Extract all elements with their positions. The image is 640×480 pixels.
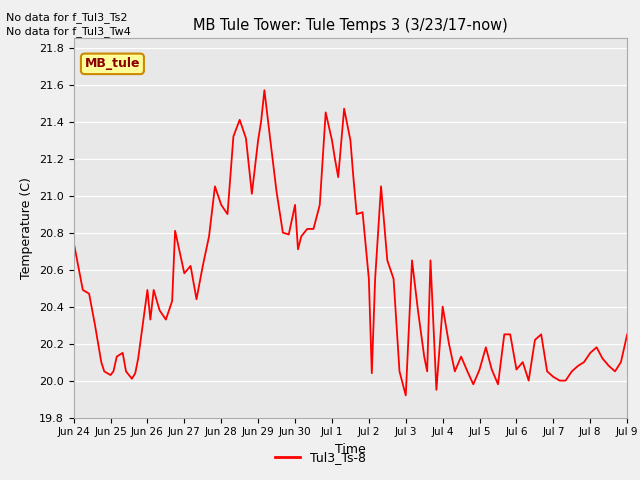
- Text: No data for f_Tul3_Tw4: No data for f_Tul3_Tw4: [6, 26, 131, 37]
- Text: No data for f_Tul3_Ts2: No data for f_Tul3_Ts2: [6, 12, 128, 23]
- X-axis label: Time: Time: [335, 443, 366, 456]
- Y-axis label: Temperature (C): Temperature (C): [20, 177, 33, 279]
- Title: MB Tule Tower: Tule Temps 3 (3/23/17-now): MB Tule Tower: Tule Temps 3 (3/23/17-now…: [193, 18, 508, 33]
- Legend: Tul3_Ts-8: Tul3_Ts-8: [269, 446, 371, 469]
- Text: MB_tule: MB_tule: [84, 58, 140, 71]
